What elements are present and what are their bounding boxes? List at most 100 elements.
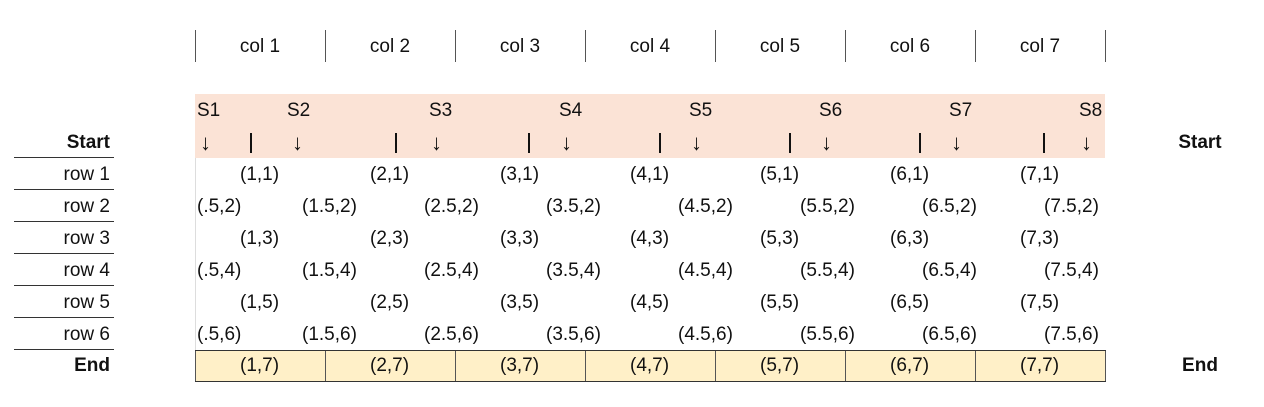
grid-cell: (1.5,4) xyxy=(302,260,357,281)
down-arrow-icon: ↓ xyxy=(431,130,442,155)
end-band-divider xyxy=(195,350,196,381)
column-tick xyxy=(919,133,921,153)
header-divider xyxy=(585,30,586,62)
start-band xyxy=(195,94,1105,158)
end-band-bottom-border xyxy=(195,381,1106,382)
grid-cell: (1.5,2) xyxy=(302,196,357,217)
row-label: row 5 xyxy=(63,292,110,313)
row-underline xyxy=(14,285,114,286)
column-header: col 6 xyxy=(889,36,931,57)
s-label: S4 xyxy=(559,100,583,121)
grid-cell: (3,3) xyxy=(500,228,540,249)
end-band xyxy=(195,350,1105,381)
grid-cell: (4.5,4) xyxy=(678,260,733,281)
grid-cell: (6.5,6) xyxy=(922,324,977,345)
end-cell: (6,7) xyxy=(890,355,930,376)
end-band-divider xyxy=(585,350,586,381)
down-arrow-icon: ↓ xyxy=(1081,130,1092,155)
column-tick xyxy=(250,133,252,153)
column-tick xyxy=(789,133,791,153)
end-cell: (4,7) xyxy=(630,355,670,376)
grid-cell: (2.5,2) xyxy=(424,196,479,217)
grid-cell: (2.5,6) xyxy=(424,324,479,345)
column-tick xyxy=(1043,133,1045,153)
grid-cell: (6.5,2) xyxy=(922,196,977,217)
grid-cell: (1,3) xyxy=(240,228,280,249)
grid-cell: (6.5,4) xyxy=(922,260,977,281)
grid-cell: (3,1) xyxy=(500,164,540,185)
column-header: col 7 xyxy=(1019,36,1061,57)
start-right-label: Start xyxy=(1178,132,1222,153)
down-arrow-icon: ↓ xyxy=(561,130,572,155)
column-header: col 3 xyxy=(499,36,541,57)
grid-cell: (7.5,6) xyxy=(1044,324,1099,345)
row-underline xyxy=(14,157,114,158)
grid-cell: (7.5,2) xyxy=(1044,196,1099,217)
end-cell: (7,7) xyxy=(1020,355,1060,376)
grid-cell: (5.5,2) xyxy=(800,196,855,217)
grid-cell: (4.5,6) xyxy=(678,324,733,345)
grid-cell: (2,1) xyxy=(370,164,410,185)
down-arrow-icon: ↓ xyxy=(292,130,303,155)
header-divider xyxy=(975,30,976,62)
grid-cell: (7,1) xyxy=(1020,164,1060,185)
grid-cell: (7,5) xyxy=(1020,292,1060,313)
row-underline xyxy=(14,349,114,350)
down-arrow-icon: ↓ xyxy=(951,130,962,155)
grid-cell: (5,1) xyxy=(760,164,800,185)
row-underline xyxy=(14,189,114,190)
grid-cell: (5,3) xyxy=(760,228,800,249)
row-label: row 6 xyxy=(63,324,110,345)
end-band-divider xyxy=(975,350,976,381)
header-divider xyxy=(715,30,716,62)
grid-cell: (4,3) xyxy=(630,228,670,249)
end-band-divider xyxy=(845,350,846,381)
end-cell: (1,7) xyxy=(240,355,280,376)
grid-cell: (7.5,4) xyxy=(1044,260,1099,281)
row-label: row 4 xyxy=(63,260,110,281)
column-header: col 5 xyxy=(759,36,801,57)
grid-cell: (2,3) xyxy=(370,228,410,249)
header-divider xyxy=(325,30,326,62)
grid-cell: (2,5) xyxy=(370,292,410,313)
end-cell: (3,7) xyxy=(500,355,540,376)
s-label: S2 xyxy=(287,100,311,121)
end-cell: (5,7) xyxy=(760,355,800,376)
row-label: row 2 xyxy=(63,196,110,217)
row-underline xyxy=(14,317,114,318)
grid-cell: (6,5) xyxy=(890,292,930,313)
column-header: col 1 xyxy=(239,36,281,57)
grid-cell: (1.5,6) xyxy=(302,324,357,345)
header-divider xyxy=(455,30,456,62)
end-right-label: End xyxy=(1182,355,1218,376)
grid-cell: (.5,6) xyxy=(197,324,242,345)
header-divider xyxy=(195,30,196,62)
column-header: col 2 xyxy=(369,36,411,57)
s-label: S7 xyxy=(949,100,973,121)
end-band-divider xyxy=(715,350,716,381)
s-label: S3 xyxy=(429,100,453,121)
end-band-divider xyxy=(1105,350,1106,381)
down-arrow-icon: ↓ xyxy=(821,130,832,155)
grid-cell: (4,5) xyxy=(630,292,670,313)
grid-cell: (4.5,2) xyxy=(678,196,733,217)
grid-cell: (3,5) xyxy=(500,292,540,313)
grid-cell: (5,5) xyxy=(760,292,800,313)
row-label: row 3 xyxy=(63,228,110,249)
s-label: S8 xyxy=(1079,100,1103,121)
column-tick xyxy=(528,133,530,153)
down-arrow-icon: ↓ xyxy=(200,130,211,155)
end-band-divider xyxy=(325,350,326,381)
start-row-label: Start xyxy=(66,132,110,153)
end-band-top-border xyxy=(195,350,1106,351)
s-label: S6 xyxy=(819,100,843,121)
row-underline xyxy=(14,221,114,222)
s-label: S1 xyxy=(197,100,221,121)
grid-cell: (7,3) xyxy=(1020,228,1060,249)
grid-cell: (3.5,4) xyxy=(546,260,601,281)
column-tick xyxy=(395,133,397,153)
down-arrow-icon: ↓ xyxy=(691,130,702,155)
grid-cell: (1,5) xyxy=(240,292,280,313)
grid-cell: (.5,2) xyxy=(197,196,242,217)
grid-cell: (4,1) xyxy=(630,164,670,185)
